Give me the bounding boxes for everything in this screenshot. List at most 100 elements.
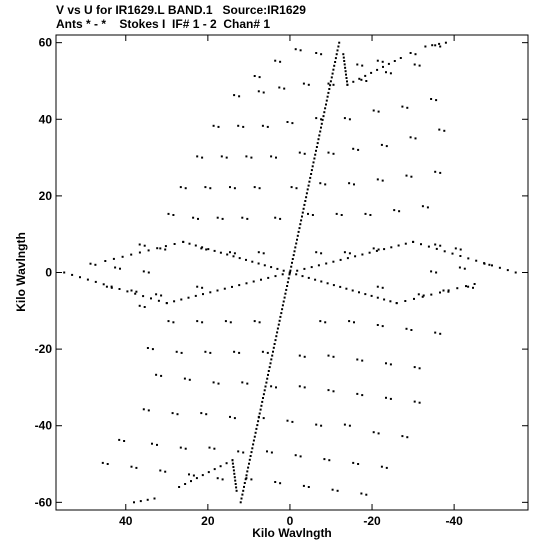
uv-point	[311, 165, 314, 168]
uv-point	[327, 354, 330, 357]
uv-point	[438, 128, 441, 131]
uv-point	[317, 138, 320, 141]
uv-point	[302, 207, 305, 210]
uv-point	[380, 465, 383, 468]
uv-point	[179, 186, 182, 189]
uv-point	[312, 161, 315, 164]
uv-point	[234, 479, 237, 482]
uv-point	[443, 250, 446, 253]
uv-point	[488, 263, 491, 266]
uv-point	[272, 346, 275, 349]
uv-point	[118, 438, 121, 441]
uv-point	[266, 351, 269, 354]
uv-point	[276, 327, 279, 330]
uv-point	[406, 436, 409, 439]
chart-subtitle: Ants * - * Stokes I IF# 1 - 2 Chan# 1	[56, 17, 271, 31]
uv-point	[352, 80, 355, 83]
uv-point	[401, 105, 404, 108]
uv-point	[435, 247, 438, 250]
uv-point	[325, 262, 328, 265]
uv-point	[306, 188, 309, 191]
uv-point	[178, 486, 181, 488]
uv-point	[410, 175, 413, 178]
uv-point	[336, 49, 339, 52]
uv-point	[231, 459, 234, 462]
uv-point	[360, 492, 363, 495]
uv-point	[238, 351, 241, 354]
uv-point	[238, 284, 241, 287]
uv-point	[307, 83, 310, 86]
uv-point	[246, 217, 249, 220]
uv-point	[405, 174, 408, 177]
uv-point	[344, 70, 347, 73]
uv-point	[305, 192, 308, 195]
uv-point	[258, 76, 261, 79]
uv-point	[383, 248, 386, 251]
uv-point	[294, 246, 297, 249]
uv-point	[465, 285, 467, 288]
uv-point	[233, 94, 236, 97]
uv-point	[204, 350, 207, 353]
uv-point	[281, 304, 284, 307]
uv-point	[252, 280, 255, 283]
uv-point	[192, 474, 195, 477]
uv-point	[221, 478, 224, 481]
uv-point	[409, 52, 412, 54]
uv-point	[395, 302, 398, 305]
uv-point	[250, 478, 253, 481]
uv-point	[142, 295, 145, 298]
uv-point	[255, 427, 258, 430]
uv-point	[259, 408, 262, 411]
uv-point	[352, 147, 355, 150]
uv-point	[417, 293, 420, 296]
uv-point	[334, 61, 337, 63]
uv-point	[274, 275, 277, 278]
uv-point	[216, 477, 219, 480]
x-tick-label: 20	[201, 514, 215, 528]
uv-point	[381, 179, 384, 182]
uv-point	[184, 187, 187, 190]
uv-point	[253, 186, 256, 189]
uv-point	[283, 296, 286, 299]
uv-point	[105, 285, 108, 288]
uv-point	[328, 459, 331, 462]
uv-point	[424, 45, 427, 48]
uv-point	[121, 255, 124, 258]
uv-point	[298, 227, 301, 230]
uv-point	[332, 152, 335, 155]
uv-point	[208, 446, 211, 449]
uv-point	[393, 209, 396, 212]
uv-point	[216, 216, 219, 219]
uv-point	[447, 289, 450, 292]
uv-point	[156, 247, 159, 250]
y-tick-label: 40	[39, 112, 53, 126]
uv-point	[320, 280, 323, 283]
uv-point	[262, 417, 265, 420]
uv-point	[286, 121, 289, 123]
uv-point	[343, 251, 346, 254]
uv-point	[300, 219, 303, 222]
uv-point	[356, 63, 359, 66]
uv-point	[278, 319, 281, 322]
uv-point	[351, 289, 354, 292]
uv-point	[473, 283, 476, 285]
uv-point	[251, 447, 254, 450]
uv-point	[323, 111, 326, 114]
uv-point	[339, 285, 342, 288]
uv-point	[438, 42, 441, 45]
uv-point	[297, 230, 300, 233]
uv-point	[135, 466, 138, 469]
uv-point	[447, 290, 450, 293]
uv-point	[89, 262, 92, 265]
uv-point	[308, 180, 311, 183]
uv-point	[271, 354, 274, 357]
x-tick-label: -20	[363, 514, 381, 528]
uv-point	[270, 358, 273, 361]
uv-point	[506, 269, 509, 272]
uv-point	[156, 443, 158, 446]
uv-point	[514, 271, 517, 274]
uv-point	[159, 247, 162, 250]
uv-point	[273, 343, 276, 345]
uv-point	[217, 125, 220, 128]
uv-point	[258, 321, 261, 324]
